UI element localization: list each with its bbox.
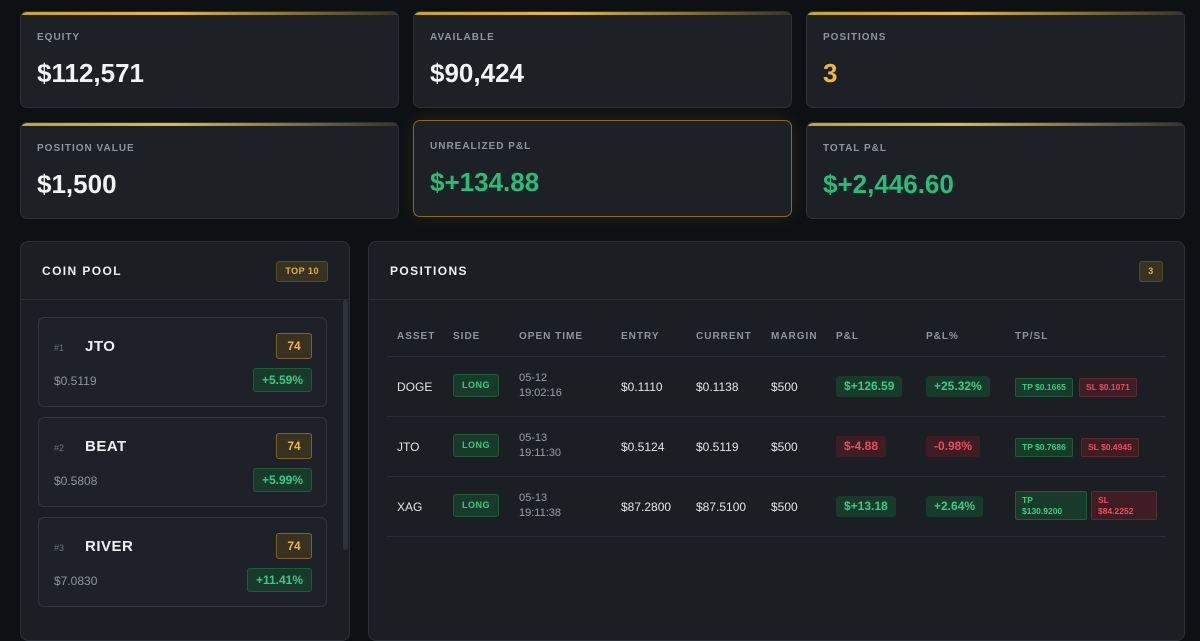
pnl-pct-badge: +2.64% xyxy=(926,496,984,517)
available-card: AVAILABLE $90,424 xyxy=(413,11,792,108)
coin-price: $7.0830 xyxy=(54,574,98,588)
coin-name: BEAT xyxy=(85,438,127,455)
side-badge: LONG xyxy=(453,374,499,397)
coin-card-beat[interactable]: #2 BEAT $0.5808 74 +5.99% xyxy=(38,417,327,507)
tp-badge: TP $0.7686 xyxy=(1015,438,1073,457)
pnl-pct-badge: +25.32% xyxy=(926,376,990,397)
header-divider xyxy=(387,356,1166,357)
open-time-cell: 05-13 19:11:30 xyxy=(519,431,561,461)
positions-header: POSITIONS 3 xyxy=(369,242,1184,300)
entry-cell: $87.2800 xyxy=(621,500,672,514)
row-divider xyxy=(387,476,1166,477)
coin-rank: #3 xyxy=(54,543,65,553)
coin-pool-badge: TOP 10 xyxy=(276,261,328,282)
open-date: 05-12 xyxy=(519,372,548,384)
open-time-cell: 05-12 19:02:16 xyxy=(519,371,562,401)
equity-value: $112,571 xyxy=(37,58,145,88)
margin-cell: $500 xyxy=(771,500,798,514)
column-header-pnl[interactable]: P&L xyxy=(836,331,859,342)
total-pnl-card: TOTAL P&L $+2,446.60 xyxy=(806,122,1185,219)
coin-card-river[interactable]: #3 RIVER $7.0830 74 +11.41% xyxy=(38,517,327,607)
tp-badge: TP $130.9200 xyxy=(1015,491,1087,520)
column-header-asset[interactable]: ASSET xyxy=(397,331,436,342)
open-clock: 19:11:38 xyxy=(519,507,562,519)
pnl-badge: $+13.18 xyxy=(836,496,896,517)
sl-value: $84.2252 xyxy=(1098,506,1134,516)
column-header-open-time[interactable]: OPEN TIME xyxy=(519,331,584,342)
coin-score-badge: 74 xyxy=(276,433,312,459)
margin-cell: $500 xyxy=(771,380,798,394)
tp-badge: TP $0.1665 xyxy=(1015,378,1073,397)
unrealized-pnl-card: UNREALIZED P&L $+134.88 xyxy=(413,120,792,217)
coin-score-badge: 74 xyxy=(276,533,312,559)
unrealized-pnl-value: $+134.88 xyxy=(430,167,540,197)
coin-score-badge: 74 xyxy=(276,333,312,359)
open-clock: 19:11:30 xyxy=(519,447,562,459)
tp-value: $130.9200 xyxy=(1022,506,1063,516)
total-pnl-value: $+2,446.60 xyxy=(823,169,954,199)
positions-count-card: POSITIONS 3 xyxy=(806,11,1185,108)
open-time-cell: 05-13 19:11:38 xyxy=(519,491,561,521)
coin-pool-title: COIN POOL xyxy=(42,264,122,278)
coin-pool-scrollbar[interactable] xyxy=(343,300,348,550)
sl-badge: SL $0.1071 xyxy=(1079,378,1137,397)
tp-label: TP xyxy=(1022,495,1033,505)
open-date: 05-13 xyxy=(519,492,548,504)
pnl-badge: $+126.59 xyxy=(836,376,903,397)
positions-title: POSITIONS xyxy=(390,264,468,278)
coin-pool-panel: COIN POOL TOP 10 #1 JTO $0.5119 74 +5.59… xyxy=(20,241,350,641)
coin-rank: #2 xyxy=(54,443,65,453)
coin-pool-header: COIN POOL TOP 10 xyxy=(21,242,349,300)
entry-cell: $0.5124 xyxy=(621,440,665,454)
asset-cell: XAG xyxy=(397,500,423,514)
current-cell: $0.1138 xyxy=(696,380,739,394)
column-header-entry[interactable]: ENTRY xyxy=(621,331,660,342)
available-value: $90,424 xyxy=(430,58,524,88)
coin-card-jto[interactable]: #1 JTO $0.5119 74 +5.59% xyxy=(38,317,327,407)
equity-label: EQUITY xyxy=(37,32,81,43)
column-header-tp-sl[interactable]: TP/SL xyxy=(1015,331,1049,342)
open-date: 05-13 xyxy=(519,432,548,444)
row-divider xyxy=(387,416,1166,417)
coin-rank: #1 xyxy=(54,343,65,353)
coin-name: RIVER xyxy=(85,538,134,555)
current-cell: $87.5100 xyxy=(696,500,747,514)
coin-change-badge: +11.41% xyxy=(246,568,312,592)
side-badge: LONG xyxy=(453,494,499,517)
equity-card: EQUITY $112,571 xyxy=(20,11,399,108)
open-clock: 19:02:16 xyxy=(519,387,562,399)
position-value-label: POSITION VALUE xyxy=(37,143,135,154)
positions-count-badge: 3 xyxy=(1139,261,1163,282)
asset-cell: JTO xyxy=(397,440,420,454)
side-badge: LONG xyxy=(453,434,499,457)
margin-cell: $500 xyxy=(771,440,798,454)
row-divider xyxy=(387,536,1166,537)
unrealized-pnl-label: UNREALIZED P&L xyxy=(430,141,532,152)
column-header-current[interactable]: CURRENT xyxy=(696,331,752,342)
position-value-card: POSITION VALUE $1,500 xyxy=(20,122,399,219)
column-header-margin[interactable]: MARGIN xyxy=(771,331,818,342)
coin-name: JTO xyxy=(85,338,116,355)
available-label: AVAILABLE xyxy=(430,32,495,43)
coin-change-badge: +5.59% xyxy=(252,368,312,392)
column-header-pnl-pct[interactable]: P&L% xyxy=(926,331,959,342)
coin-price: $0.5119 xyxy=(54,374,97,388)
positions-count-label: POSITIONS xyxy=(823,32,887,43)
sl-label: SL xyxy=(1098,495,1109,505)
sl-badge: SL $84.2252 xyxy=(1091,491,1157,520)
asset-cell: DOGE xyxy=(397,380,433,394)
column-header-side[interactable]: SIDE xyxy=(453,331,481,342)
current-cell: $0.5119 xyxy=(696,440,739,454)
entry-cell: $0.1110 xyxy=(621,380,663,394)
positions-count-value: 3 xyxy=(823,58,838,88)
pnl-badge: $-4.88 xyxy=(836,436,887,457)
positions-panel: POSITIONS 3 ASSET SIDE OPEN TIME ENTRY C… xyxy=(368,241,1185,641)
position-value-value: $1,500 xyxy=(37,169,117,199)
pnl-pct-badge: -0.98% xyxy=(926,436,981,457)
total-pnl-label: TOTAL P&L xyxy=(823,143,887,154)
coin-price: $0.5808 xyxy=(54,474,98,488)
coin-change-badge: +5.99% xyxy=(252,468,312,492)
sl-badge: SL $0.4945 xyxy=(1081,438,1139,457)
